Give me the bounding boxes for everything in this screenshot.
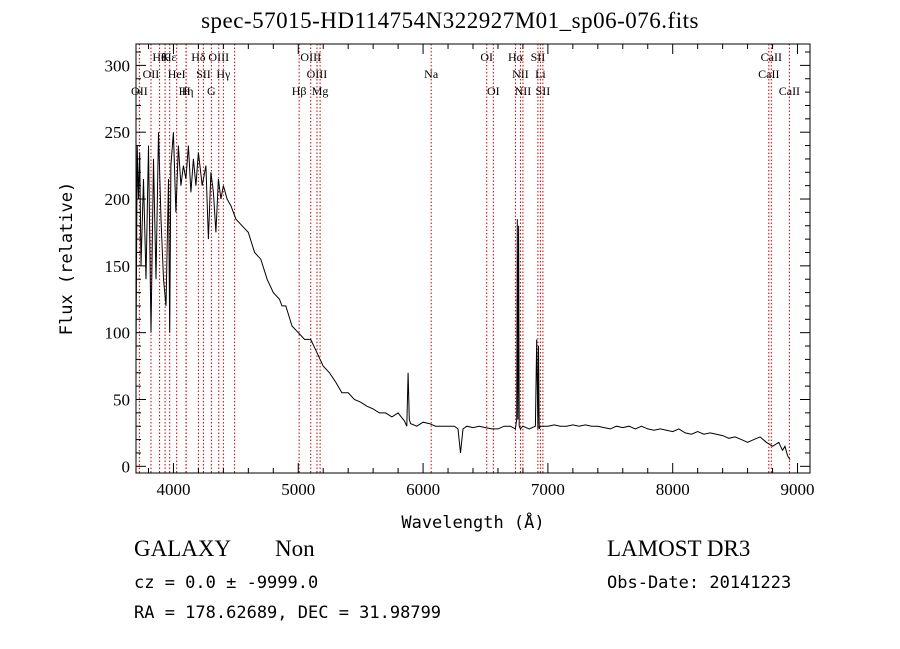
line-marker-label: Hα xyxy=(508,50,524,64)
line-marker-label: SII xyxy=(531,50,546,64)
line-marker-label: OI xyxy=(487,84,500,98)
y-tick-label: 50 xyxy=(113,390,130,409)
line-marker-label: OIII xyxy=(300,50,321,64)
ra-dec-coordinates: RA = 178.62689, DEC = 31.98799 xyxy=(134,603,442,623)
line-marker-label: OIII xyxy=(208,50,229,64)
plot-frame xyxy=(135,43,811,474)
line-marker-label: NII xyxy=(515,84,532,98)
line-marker-label: Mg xyxy=(312,84,329,98)
survey-name: LAMOST DR3 xyxy=(607,536,751,561)
object-class: GALAXY xyxy=(134,536,232,561)
x-tick-label: 5000 xyxy=(281,480,315,499)
line-marker-label: G xyxy=(207,84,216,98)
line-marker-label: Hε xyxy=(163,50,177,64)
x-tick-label: 4000 xyxy=(156,480,190,499)
y-tick-label: 300 xyxy=(105,56,131,75)
line-marker-label: Hδ xyxy=(191,50,206,64)
line-marker-label: OI xyxy=(480,50,493,64)
line-marker-label: HeI xyxy=(168,67,186,81)
y-tick-label: 100 xyxy=(105,324,131,343)
chart-title: spec-57015-HD114754N322927M01_sp06-076.f… xyxy=(201,8,699,33)
emission-line-markers xyxy=(138,44,790,473)
redshift-cz: cz = 0.0 ± -9999.0 xyxy=(134,573,319,593)
x-tick-label: 8000 xyxy=(656,480,690,499)
spectrum-data xyxy=(136,132,791,460)
line-marker-label: Na xyxy=(424,67,439,81)
chart-axes xyxy=(135,43,811,474)
line-marker-label: CaII xyxy=(758,67,779,81)
line-marker-label: Hγ xyxy=(216,67,231,81)
line-marker-label: Hη xyxy=(179,84,194,98)
line-marker-label: NII xyxy=(512,67,529,81)
line-marker-label: H xyxy=(182,84,191,98)
line-marker-label: SII xyxy=(536,84,551,98)
line-marker-label: OII xyxy=(131,84,148,98)
x-tick-label: 7000 xyxy=(531,480,565,499)
y-tick-label: 200 xyxy=(105,190,131,209)
line-marker-label: CaII xyxy=(779,84,800,98)
object-subclass: Non xyxy=(275,536,315,561)
y-tick-label: 250 xyxy=(105,123,131,142)
line-marker-label: CaII xyxy=(761,50,782,64)
emission-line-labels: OIIOIIHθKHεHeIHηHHδSIIGOIIIHγHβOIIIOIIIM… xyxy=(131,50,800,98)
spectrum-line xyxy=(136,132,791,460)
line-marker-label: OIII xyxy=(307,67,328,81)
chart-ticks: 4000 5000 6000 7000 8000 9000 0 50 100 150 200 250 3… xyxy=(57,44,815,533)
x-tick-label: 9000 xyxy=(781,480,815,499)
y-axis-label: Flux (relative) xyxy=(57,182,77,336)
line-marker-label: Li xyxy=(535,67,546,81)
observation-date: Obs-Date: 20141223 xyxy=(607,573,792,593)
line-marker-label: Hβ xyxy=(292,84,307,98)
x-tick-label: 6000 xyxy=(406,480,440,499)
line-marker-label: K xyxy=(161,50,170,64)
y-tick-label: 150 xyxy=(105,257,131,276)
line-marker-label: OII xyxy=(143,67,160,81)
line-marker-label: SII xyxy=(196,67,211,81)
y-tick-label: 0 xyxy=(122,457,131,476)
line-marker-label: Hθ xyxy=(152,50,167,64)
x-axis-label: Wavelength (Å) xyxy=(401,511,544,533)
